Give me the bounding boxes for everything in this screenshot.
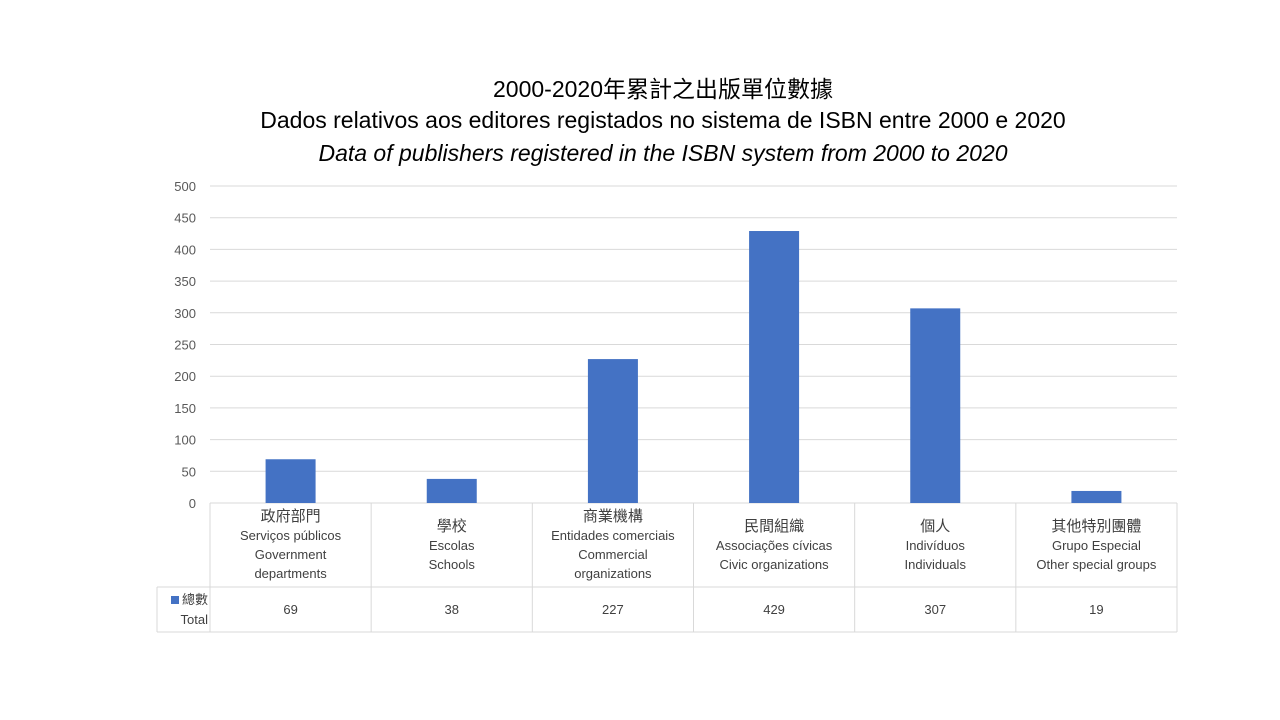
category-label-line: Grupo Especial	[1051, 538, 1141, 553]
y-tick-label: 100	[174, 433, 196, 448]
category-label-line: Indivíduos	[905, 538, 965, 553]
bar	[587, 359, 638, 503]
bar	[265, 459, 316, 503]
category-label-line: Commercial	[578, 547, 648, 562]
category-label-line: 政府部門	[260, 508, 321, 525]
category-label-line: Entidades comerciais	[551, 528, 675, 543]
bar	[749, 231, 800, 503]
category-label: 民間組織 Associações cívicas Civic organizatio…	[694, 517, 855, 574]
category-label-line: 商業機構	[582, 508, 643, 525]
data-value: 69	[283, 602, 298, 617]
legend-swatch	[170, 596, 179, 604]
y-tick-label: 450	[174, 211, 196, 226]
category-label-line: 民間組織	[744, 518, 805, 535]
chart-subtitle: Dados relativos aos editores registados …	[260, 107, 1066, 133]
y-tick-label: 350	[174, 274, 196, 289]
y-tick-label: 0	[189, 496, 196, 511]
category-label: 個人 Indivíduos Individuals	[855, 517, 1016, 574]
legend-label-zh: 總數	[181, 592, 208, 607]
y-tick-label: 400	[174, 242, 196, 257]
category-label-line: Government	[254, 547, 327, 562]
data-value: 38	[444, 602, 459, 617]
category-label: 商業機構 Entidades comerciais Commercial organi…	[532, 507, 693, 583]
data-value: 307	[924, 602, 947, 617]
y-tick-label: 150	[174, 401, 196, 416]
y-tick-label: 200	[174, 369, 196, 384]
data-value: 19	[1089, 602, 1104, 617]
category-label: 學校 Escolas Schools	[371, 517, 532, 574]
chart-title: 2000-2020年累計之出版單位數據	[493, 76, 833, 102]
chart-subtitle-en: Data of publishers registered in the ISB…	[318, 140, 1008, 166]
category-label-line: 個人	[920, 518, 951, 535]
category-label: 其他特別團體 Grupo Especial Other special groups	[1016, 517, 1177, 574]
category-label-line: Schools	[428, 557, 475, 572]
y-tick-label: 500	[174, 179, 196, 194]
data-value: 227	[602, 602, 624, 617]
y-tick-label: 250	[174, 338, 196, 353]
bar	[426, 478, 477, 503]
category-label-line: organizations	[574, 566, 652, 581]
category-label-line: Individuals	[904, 557, 966, 572]
category-label: 政府部門 Serviços públicos Government departmen…	[210, 507, 371, 583]
category-label-line: Civic organizations	[719, 557, 829, 572]
legend-total: 總數 Total	[158, 590, 208, 630]
legend-label-en: Total	[180, 612, 208, 627]
category-label-line: 其他特別團體	[1051, 518, 1142, 535]
y-tick-label: 300	[174, 306, 196, 321]
bar	[910, 308, 961, 503]
category-label-line: Associações cívicas	[715, 538, 833, 553]
data-value: 429	[763, 602, 785, 617]
category-label-line: Other special groups	[1036, 557, 1157, 572]
y-tick-label: 50	[182, 464, 196, 479]
category-label-line: Serviços públicos	[240, 528, 342, 543]
bar	[1071, 490, 1122, 503]
category-label-line: Escolas	[428, 538, 475, 553]
category-label-line: 學校	[436, 518, 467, 535]
category-label-line: departments	[254, 566, 327, 581]
